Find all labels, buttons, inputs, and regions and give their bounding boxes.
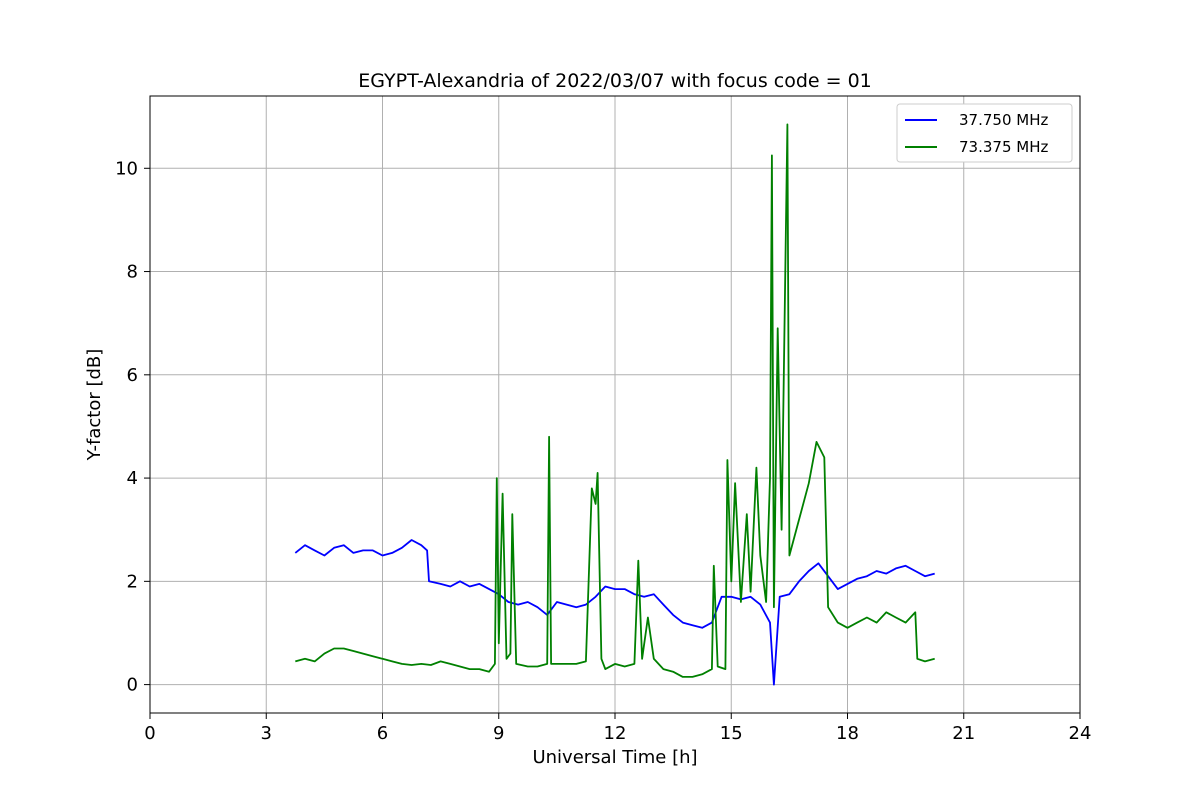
legend-label-1: 37.750 MHz	[959, 111, 1048, 129]
series-line-2	[295, 123, 935, 678]
x-tick-label: 12	[604, 723, 627, 744]
series-line-1	[294, 539, 935, 686]
y-tick-label: 2	[127, 571, 138, 592]
x-tick-label: 21	[952, 723, 975, 744]
series-layer	[294, 123, 935, 686]
y-axis-label: Y-factor [dB]	[84, 349, 105, 462]
legend-box	[896, 103, 1073, 163]
x-tick-label: 3	[261, 723, 272, 744]
legend-label-2: 73.375 MHz	[959, 138, 1048, 156]
y-tick-label: 8	[127, 262, 138, 283]
x-tick-label: 0	[144, 723, 155, 744]
y-tick-label: 6	[127, 365, 138, 386]
x-tick-label: 18	[836, 723, 859, 744]
x-tick-label: 24	[1069, 723, 1092, 744]
x-tick-label: 9	[493, 723, 504, 744]
x-tick-label: 15	[720, 723, 743, 744]
legend: 37.750 MHz 73.375 MHz	[896, 103, 1073, 163]
x-tick-label: 6	[377, 723, 388, 744]
chart-title: EGYPT-Alexandria of 2022/03/07 with focu…	[358, 70, 872, 92]
y-tick-label: 10	[115, 158, 138, 179]
grid	[149, 96, 1081, 713]
y-tick-label: 4	[127, 468, 138, 489]
y-tick-label: 0	[127, 675, 138, 696]
x-axis-label: Universal Time [h]	[532, 747, 697, 768]
